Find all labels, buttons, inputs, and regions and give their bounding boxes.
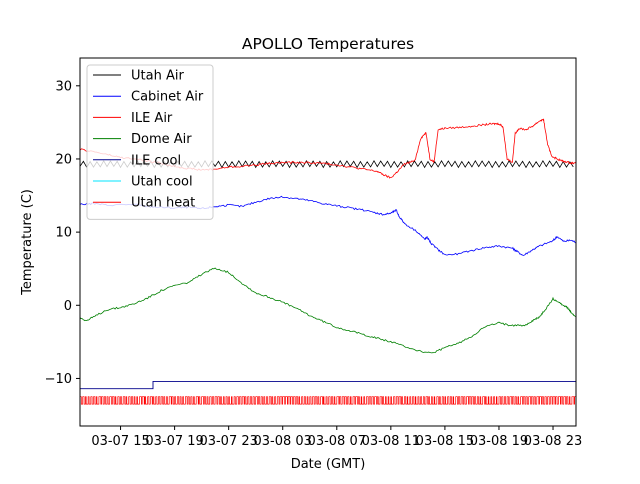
legend-label-utah-cool: Utah cool — [131, 175, 193, 190]
x-tick-label: 03-07 23 — [199, 434, 257, 449]
x-tick-label: 03-08 19 — [470, 434, 528, 449]
legend-label-ile-air: ILE Air — [131, 111, 173, 126]
legend-label-cabinet-air: Cabinet Air — [131, 90, 204, 105]
axes-frame — [79, 57, 577, 427]
x-tick-label: 03-08 07 — [308, 434, 366, 449]
series-utah-heat — [80, 396, 576, 405]
x-tick-label: 03-07 19 — [145, 434, 203, 449]
y-tick-label: 0 — [64, 299, 72, 314]
x-tick-label: 03-08 11 — [362, 434, 420, 449]
y-tick-label: 20 — [55, 152, 72, 167]
x-axis-label: Date (GMT) — [291, 457, 366, 472]
series-dome-air — [80, 267, 576, 354]
y-tick-label: −10 — [45, 372, 72, 387]
legend-label-utah-air: Utah Air — [131, 69, 184, 84]
series-ile-cool — [80, 380, 576, 390]
legend-label-ile-cool: ILE cool — [131, 153, 181, 168]
y-tick-label: 30 — [55, 79, 72, 94]
legend-label-dome-air: Dome Air — [131, 132, 192, 147]
x-tick-label: 03-07 15 — [91, 434, 149, 449]
x-tick-label: 03-08 23 — [524, 434, 582, 449]
x-tick-label: 03-08 03 — [253, 434, 311, 449]
legend-label-utah-heat: Utah heat — [131, 196, 195, 211]
legend: Utah Air Cabinet Air ILE Air Dome Air ILE co… — [86, 64, 214, 220]
y-tick-label: 10 — [55, 226, 72, 241]
chart-title: APOLLO Temperatures — [242, 35, 414, 53]
x-tick-label: 03-08 15 — [416, 434, 474, 449]
y-axis-label: Temperature (C) — [20, 189, 35, 296]
